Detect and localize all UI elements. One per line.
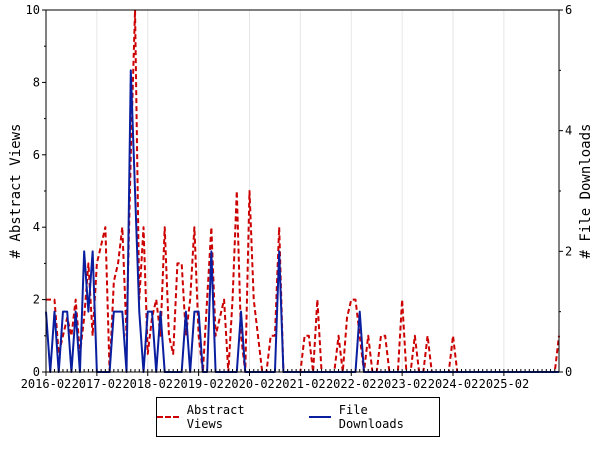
legend-swatch-solid	[309, 416, 331, 418]
x-tick-label: 2016-02	[21, 377, 72, 391]
y-tick-label: 8	[33, 75, 40, 89]
chart-legend: Abstract Views File Downloads	[156, 397, 440, 437]
chart-gridlines	[45, 10, 505, 372]
x-tick-label: 2025-02	[479, 377, 530, 391]
legend-label: File Downloads	[338, 403, 404, 431]
legend-item-file-downloads: File Downloads	[309, 403, 439, 431]
x-tick-label: 2017-02	[72, 377, 123, 391]
series-line-file-downloads	[45, 69, 559, 373]
legend-label: Abstract Views	[186, 403, 245, 431]
y-axis-left: 0 2 4 6 8 10	[26, 3, 46, 379]
y2-tick-label: 2	[565, 244, 572, 258]
y2-tick-label: 4	[565, 124, 572, 138]
y-axis-title: # Abstract Views	[8, 124, 24, 259]
y-axis-right: 0 2 4 6	[559, 3, 572, 379]
x-tick-label: 2019-02	[173, 377, 224, 391]
y-tick-label: 0	[33, 365, 40, 379]
x-tick-label: 2018-02	[122, 377, 173, 391]
y-tick-label: 6	[33, 148, 40, 162]
x-tick-label: 2024-02	[428, 377, 479, 391]
x-tick-label: 2022-02	[326, 377, 377, 391]
y2-tick-label: 0	[565, 365, 572, 379]
chart-series	[45, 9, 560, 373]
legend-item-abstract-views: Abstract Views	[157, 403, 287, 431]
y2-tick-label: 6	[565, 3, 572, 17]
x-axis: 2016-02 2017-02 2018-02 2019-02 2020-02 2021-…	[21, 369, 560, 391]
y-tick-label: 2	[33, 293, 40, 307]
y2-axis-title: # File Downloads	[578, 124, 594, 259]
x-tick-label: 2023-02	[377, 377, 428, 391]
y-tick-label: 10	[26, 3, 40, 17]
x-tick-label: 2021-02	[275, 377, 326, 391]
legend-swatch-dashed	[157, 416, 179, 418]
y-tick-label: 4	[33, 220, 40, 234]
x-tick-label: 2020-02	[224, 377, 275, 391]
